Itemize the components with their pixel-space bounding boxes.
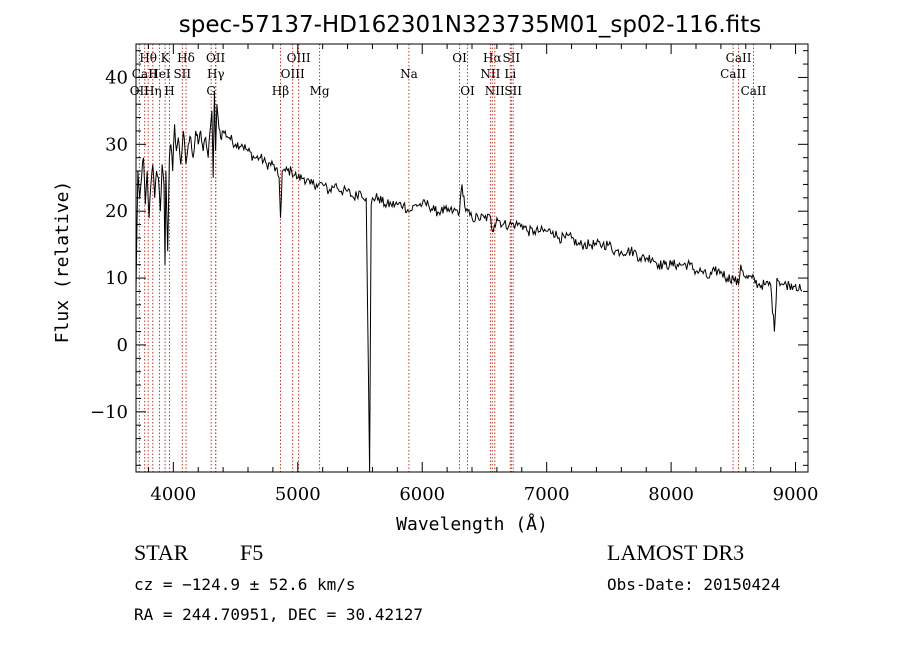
y-tick-label-2: 10	[105, 268, 128, 289]
marker-label-22: SII	[502, 51, 520, 65]
x-tick-label-5: 9000	[773, 484, 819, 505]
marker-label-25: CaII	[726, 51, 752, 65]
marker-label-8: Hδ	[177, 51, 195, 65]
obs-date: Obs-Date: 20150424	[607, 575, 780, 594]
marker-label-7: SII	[173, 67, 191, 81]
y-axis-label: Flux (relative)	[52, 181, 73, 344]
survey-name: LAMOST DR3	[607, 540, 744, 565]
marker-label-16: Na	[400, 67, 418, 81]
spectrum-line	[135, 90, 803, 473]
x-tick-label-3: 7000	[524, 484, 570, 505]
marker-label-14: OIII	[287, 51, 311, 65]
spectrum-series	[135, 90, 803, 473]
marker-label-10: Hγ	[207, 67, 225, 81]
marker-label-20: NII	[480, 67, 500, 81]
x-axis-ticks: 4000 5000 6000 7000 8000 9000	[147, 44, 819, 505]
x-tick-label-2: 6000	[399, 484, 445, 505]
redshift-text: cz = −124.9 ± 52.6 km/s	[134, 575, 356, 594]
y-tick-label-0: −10	[90, 402, 128, 423]
marker-label-0: Hθ	[139, 51, 157, 65]
marker-label-15: Mg	[310, 84, 330, 98]
marker-label-12: Hβ	[272, 84, 289, 98]
chart-title: spec-57137-HD162301N323735M01_sp02-116.f…	[179, 12, 761, 38]
x-axis-label: Wavelength (Å)	[396, 513, 548, 535]
object-subclass: F5	[240, 540, 263, 565]
marker-label-5: K	[161, 51, 171, 65]
marker-label-6: H	[164, 84, 174, 98]
marker-label-21: NII	[485, 84, 505, 98]
coordinates-text: RA = 244.70951, DEC = 30.42127	[134, 605, 423, 624]
y-tick-label-5: 40	[105, 67, 128, 88]
marker-label-24: SII	[504, 84, 522, 98]
marker-label-19: Hα	[483, 51, 502, 65]
marker-label-26: CaII	[720, 67, 746, 81]
y-axis-ticks: −10 0 10 20 30 40	[90, 50, 808, 466]
marker-label-18: OI	[460, 84, 475, 98]
y-tick-label-4: 30	[105, 134, 128, 155]
object-class: STAR	[134, 540, 189, 565]
marker-label-13: OIII	[281, 67, 305, 81]
y-tick-label-3: 20	[105, 201, 128, 222]
marker-label-4: HeI	[148, 67, 171, 81]
marker-label-17: OI	[452, 51, 467, 65]
y-tick-label-1: 0	[117, 335, 128, 356]
marker-label-27: CaII	[741, 84, 767, 98]
x-tick-label-1: 5000	[275, 484, 321, 505]
marker-label-11: G	[206, 84, 216, 98]
x-tick-label-4: 8000	[648, 484, 694, 505]
marker-label-3: Hη	[144, 84, 162, 98]
marker-label-23: Li	[504, 67, 516, 81]
x-tick-label-0: 4000	[150, 484, 196, 505]
